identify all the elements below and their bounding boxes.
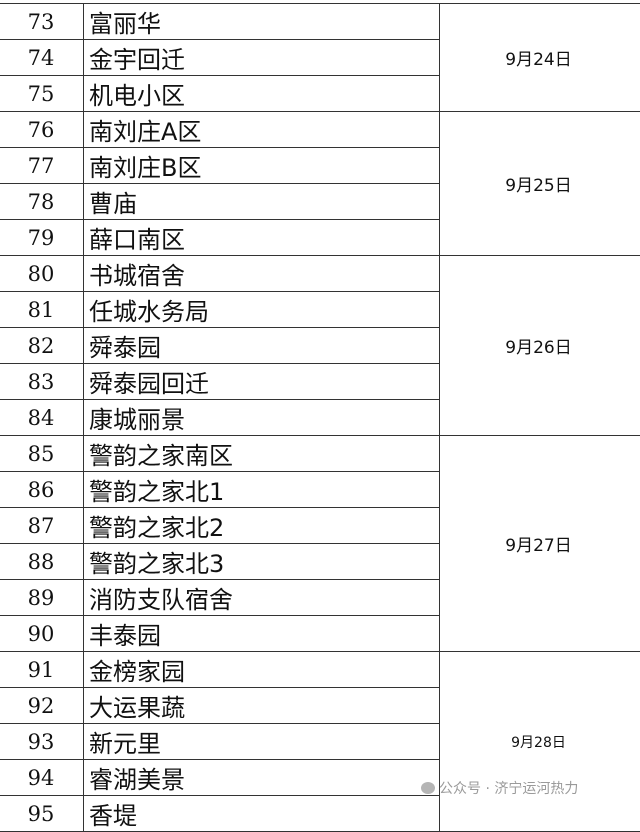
- wechat-icon: [421, 782, 435, 794]
- date-cell: 9月28日: [440, 652, 640, 832]
- community-name: 睿湖美景: [84, 760, 440, 796]
- community-name: 大运果蔬: [84, 688, 440, 724]
- community-name: 任城水务局: [84, 292, 440, 328]
- community-name: 舜泰园回迁: [84, 364, 440, 400]
- community-name: 金宇回迁: [84, 40, 440, 76]
- row-number: 94: [0, 760, 84, 796]
- community-name: 舜泰园: [84, 328, 440, 364]
- date-cell: 9月24日: [440, 4, 640, 112]
- row-number: 87: [0, 508, 84, 544]
- row-number: 84: [0, 400, 84, 436]
- row-number: 83: [0, 364, 84, 400]
- community-name: 警韵之家北3: [84, 544, 440, 580]
- row-number: 89: [0, 580, 84, 616]
- row-number: 74: [0, 40, 84, 76]
- row-number: 73: [0, 4, 84, 40]
- row-number: 76: [0, 112, 84, 148]
- row-number: 77: [0, 148, 84, 184]
- row-number: 78: [0, 184, 84, 220]
- date-cell: 9月25日: [440, 112, 640, 256]
- row-number: 91: [0, 652, 84, 688]
- row-number: 80: [0, 256, 84, 292]
- community-name: 曹庙: [84, 184, 440, 220]
- community-name: 书城宿舍: [84, 256, 440, 292]
- community-name: 丰泰园: [84, 616, 440, 652]
- date-cell: 9月27日: [440, 436, 640, 652]
- community-name: 警韵之家南区: [84, 436, 440, 472]
- date-cell: 9月26日: [440, 256, 640, 436]
- row-number: 88: [0, 544, 84, 580]
- community-name: 康城丽景: [84, 400, 440, 436]
- row-number: 79: [0, 220, 84, 256]
- community-name: 警韵之家北1: [84, 472, 440, 508]
- community-name: 机电小区: [84, 76, 440, 112]
- row-number: 86: [0, 472, 84, 508]
- row-number: 93: [0, 724, 84, 760]
- community-name: 金榜家园: [84, 652, 440, 688]
- row-number: 81: [0, 292, 84, 328]
- community-name: 警韵之家北2: [84, 508, 440, 544]
- watermark-text: 公众号 · 济宁运河热力: [439, 778, 578, 798]
- community-name: 富丽华: [84, 4, 440, 40]
- row-number: 85: [0, 436, 84, 472]
- watermark: 公众号 · 济宁运河热力: [421, 778, 578, 798]
- community-name: 南刘庄A区: [84, 112, 440, 148]
- row-number: 75: [0, 76, 84, 112]
- community-name: 新元里: [84, 724, 440, 760]
- community-name: 南刘庄B区: [84, 148, 440, 184]
- row-number: 90: [0, 616, 84, 652]
- community-name: 消防支队宿舍: [84, 580, 440, 616]
- row-number: 82: [0, 328, 84, 364]
- community-name: 薛口南区: [84, 220, 440, 256]
- row-number: 92: [0, 688, 84, 724]
